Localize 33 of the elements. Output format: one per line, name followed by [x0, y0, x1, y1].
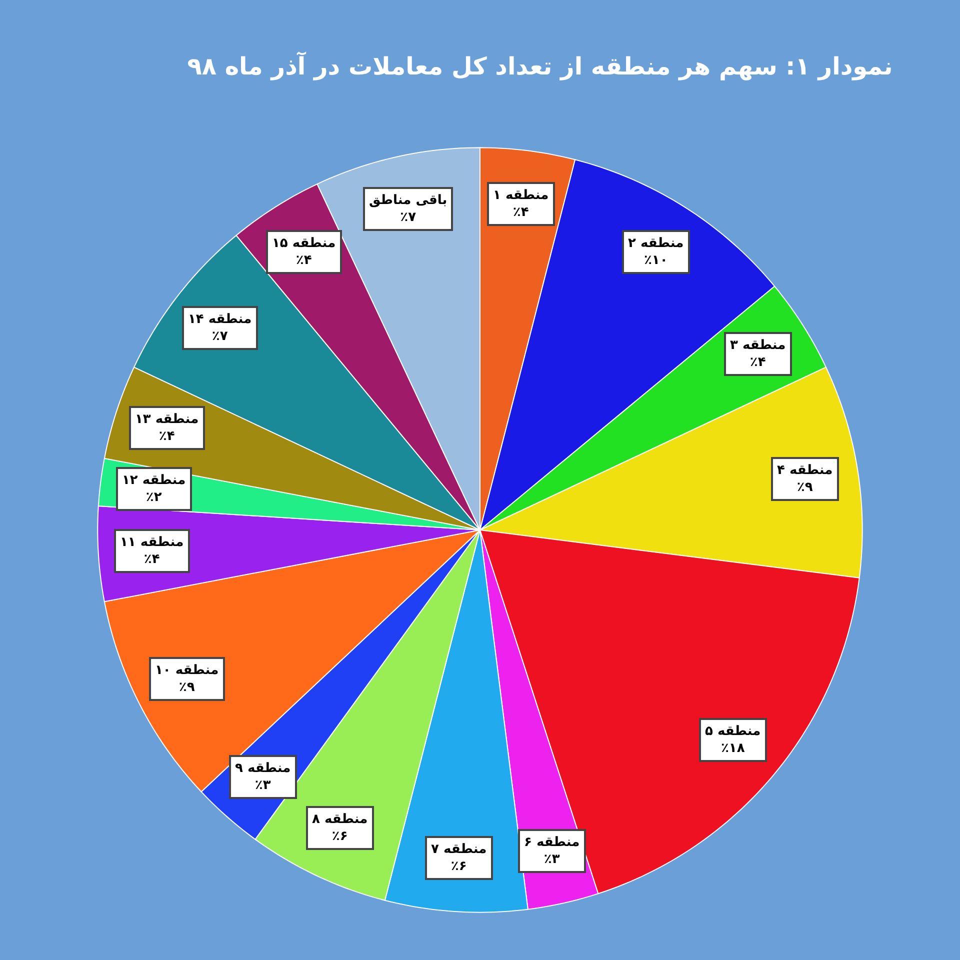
- data-label: ٪۱۰: [644, 252, 668, 268]
- slice-label: منطقه ۱۴: [188, 312, 252, 327]
- data-label: ٪۴: [158, 428, 175, 444]
- slice-label: منطقه ۷: [431, 842, 487, 857]
- data-label: ٪۴: [144, 552, 160, 567]
- slice-label: منطقه ۱۲: [122, 473, 186, 488]
- data-label: ٪۱۸: [720, 740, 745, 756]
- slice-label: منطقه ۳: [730, 338, 786, 353]
- chart-title: نمودار ۱: سهم هر منطقه از تعداد کل معاملات در آذر ماه ۹۸: [187, 51, 893, 80]
- data-label: ٪۳: [544, 852, 560, 867]
- data-label: ٪۴: [296, 252, 312, 268]
- data-label: ٪۴: [750, 354, 766, 370]
- slice-label: منطقه ۲: [628, 236, 684, 251]
- slice-label: باقی مناطق: [369, 193, 448, 208]
- slice-label: منطقه ۴: [777, 463, 833, 478]
- data-label: ٪۳: [254, 778, 271, 793]
- slice-label: منطقه ۱: [493, 188, 549, 203]
- data-label: ٪۷: [400, 210, 416, 225]
- slice-label: منطقه ۱۳: [135, 412, 199, 427]
- data-label: ٪۴: [512, 204, 529, 220]
- data-label: ٪۷: [212, 328, 228, 344]
- data-label: ٪۹: [178, 680, 195, 695]
- data-label: ٪۲: [146, 490, 162, 505]
- data-label: ٪۶: [332, 828, 348, 844]
- data-label: ٪۹: [796, 480, 813, 495]
- data-label: ٪۶: [450, 858, 467, 874]
- slice-label: منطقه ۹: [235, 761, 291, 776]
- slice-label: منطقه ۶: [524, 835, 580, 850]
- slice-label: منطقه ۱۵: [272, 236, 336, 251]
- slice-label: منطقه ۱۱: [120, 535, 184, 550]
- slice-label: منطقه ۱۰: [155, 663, 219, 678]
- slice-label: منطقه ۵: [705, 724, 761, 739]
- slice-label: منطقه ۸: [312, 812, 368, 827]
